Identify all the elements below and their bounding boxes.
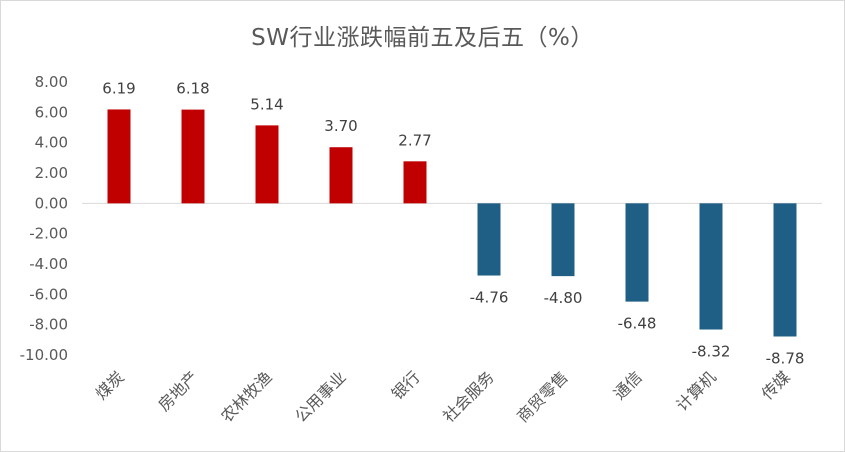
y-tick-label: 6.00 [35, 103, 68, 121]
category-label-6: 商贸零售 [513, 367, 572, 426]
bars [107, 109, 797, 337]
data-label-3: 3.70 [324, 117, 357, 135]
category-label-4: 银行 [388, 367, 424, 403]
y-tick-label: 4.00 [35, 134, 68, 152]
y-tick-label: 0.00 [35, 194, 68, 212]
bar-7 [625, 203, 649, 302]
bar-1 [181, 109, 205, 204]
data-label-0: 6.19 [102, 79, 135, 97]
bar-2 [255, 125, 279, 204]
y-tick-label: 2.00 [35, 164, 68, 182]
category-label-7: 通信 [610, 367, 646, 403]
category-label-3: 公用事业 [291, 367, 350, 426]
bar-5 [477, 203, 501, 276]
bar-6 [551, 203, 575, 277]
category-label-8: 计算机 [672, 367, 719, 414]
y-tick-label: -6.00 [29, 285, 68, 303]
data-label-2: 5.14 [250, 95, 283, 113]
y-axis-ticks: 8.00 6.00 4.00 2.00 0.00 -2.00 -4.00 -6.00 -8.00… [20, 73, 68, 364]
y-tick-label: -10.00 [20, 346, 68, 364]
category-label-5: 社会服务 [439, 367, 498, 426]
data-label-4: 2.77 [398, 131, 431, 149]
data-labels: 6.19 6.18 5.14 3.70 2.77 -4.76 -4.80 -6.48 -8.32… [102, 79, 804, 367]
bar-9 [773, 203, 797, 337]
data-label-6: -4.80 [544, 289, 583, 307]
data-label-8: -8.32 [692, 343, 731, 361]
category-label-2: 农林牧渔 [217, 367, 276, 426]
data-label-9: -8.78 [766, 349, 805, 367]
data-label-5: -4.76 [470, 289, 509, 307]
data-label-7: -6.48 [618, 315, 657, 333]
y-tick-label: -4.00 [29, 255, 68, 273]
bar-3 [329, 147, 353, 204]
chart-title: SW行业涨跌幅前五及后五（%） [251, 25, 594, 51]
y-tick-label: 8.00 [35, 73, 68, 91]
y-tick-label: -2.00 [29, 225, 68, 243]
bar-8 [699, 203, 723, 330]
bar-4 [403, 161, 427, 204]
bar-0 [107, 109, 131, 204]
category-label-9: 传媒 [758, 367, 794, 403]
category-label-0: 煤炭 [92, 367, 128, 403]
data-label-1: 6.18 [176, 80, 209, 98]
y-tick-label: -8.00 [29, 316, 68, 334]
category-label-1: 房地产 [154, 367, 201, 414]
category-labels: 煤炭 房地产 农林牧渔 公用事业 银行 社会服务 商贸零售 通信 计算机 传媒 [92, 367, 794, 426]
